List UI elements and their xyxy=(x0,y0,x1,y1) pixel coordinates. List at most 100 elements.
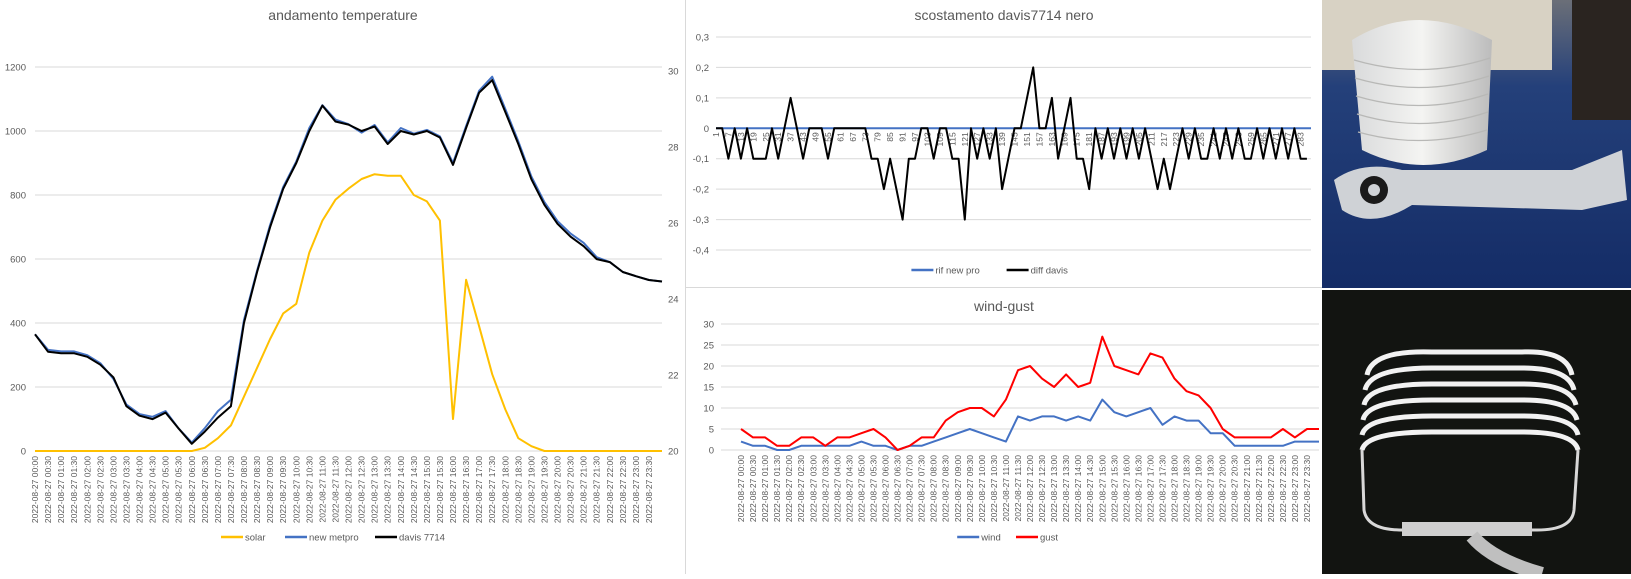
y-right-tick-label: 26 xyxy=(668,219,679,230)
x-tick-label: 2022-08-27 04:30 xyxy=(844,455,854,522)
x-tick-label: 2022-08-27 14:00 xyxy=(1073,455,1083,522)
x-tick-label: 2022-08-27 00:00 xyxy=(736,455,746,522)
x-tick-label: 2022-08-27 12:00 xyxy=(1025,455,1035,522)
x-tick-label: 187 xyxy=(1097,132,1107,146)
x-tick-label: 2022-08-27 04:00 xyxy=(832,455,842,522)
y-left-tick-label: 200 xyxy=(10,383,26,394)
x-tick-label: 2022-08-27 12:00 xyxy=(344,456,354,523)
x-tick-label: 91 xyxy=(898,132,908,142)
x-tick-label: 2022-08-27 05:00 xyxy=(161,456,171,523)
x-tick-label: 163 xyxy=(1047,132,1057,146)
x-tick-label: 2022-08-27 04:30 xyxy=(148,456,158,523)
temperature-chart-panel: andamento temperature 0 200 400 600 800 1000 12… xyxy=(0,0,685,574)
x-tick-label: 2022-08-27 12:30 xyxy=(1037,455,1047,522)
y-tick-label: 25 xyxy=(703,341,714,352)
x-tick-label: 2022-08-27 13:30 xyxy=(383,456,393,523)
x-tick-label: 2022-08-27 09:30 xyxy=(278,456,288,523)
x-tick-label: 2022-08-27 12:30 xyxy=(357,456,367,523)
series-line-new-metpro xyxy=(34,75,663,444)
deviation-chart: scostamento davis7714 nero -0,4 -0,3 -0,2 -0… xyxy=(693,7,1311,277)
x-tick-label: 2022-08-27 02:00 xyxy=(82,456,92,523)
x-tick-label: 181 xyxy=(1084,132,1094,146)
y-tick-label: -0,1 xyxy=(693,154,709,165)
x-tick-label: 43 xyxy=(798,132,808,142)
x-tick-label: 211 xyxy=(1146,132,1156,146)
x-tick-label: 2022-08-27 03:00 xyxy=(108,456,118,523)
x-tick-label: 121 xyxy=(960,132,970,146)
y-right-tick-label: 24 xyxy=(668,295,679,306)
x-tick-label: 2022-08-27 21:00 xyxy=(1242,455,1252,522)
y-tick-label: 0,2 xyxy=(696,63,709,74)
x-tick-label: 103 xyxy=(922,132,932,146)
shield-night-photo xyxy=(1322,290,1631,579)
radiation-shield-photo xyxy=(1322,0,1631,288)
x-tick-label: 2022-08-27 15:00 xyxy=(422,456,432,523)
x-tick-label: 2022-08-27 06:30 xyxy=(893,455,903,522)
x-tick-label: 97 xyxy=(910,132,920,142)
y-tick-label: 15 xyxy=(703,383,714,394)
x-tick-label: 2022-08-27 08:00 xyxy=(239,456,249,523)
x-tick-label: 85 xyxy=(885,132,895,142)
wind-gust-chart-panel: wind-gust 0 5 10 15 20 25 30 2022-08-27 00:00 202… xyxy=(685,288,1322,574)
y-left-tick-label: 0 xyxy=(21,447,26,458)
x-tick-label: 2022-08-27 07:30 xyxy=(917,455,927,522)
y-tick-label: 0 xyxy=(704,124,709,135)
y-right-tick-label: 22 xyxy=(668,371,679,382)
shield-night-photo-image xyxy=(1322,290,1631,579)
x-tick-label: 2022-08-27 23:00 xyxy=(1290,455,1300,522)
x-tick-label: 2022-08-27 23:30 xyxy=(644,456,654,523)
legend-label: new metpro xyxy=(309,533,359,544)
x-tick-label: 2022-08-27 19:00 xyxy=(1194,455,1204,522)
x-tick-label: 2022-08-27 00:00 xyxy=(30,456,40,523)
x-tick-label: 2022-08-27 08:30 xyxy=(941,455,951,522)
x-tick-label: 2022-08-27 15:30 xyxy=(435,456,445,523)
x-tick-label: 7 xyxy=(723,132,733,137)
x-tick-label: 2022-08-27 20:00 xyxy=(1218,455,1228,522)
x-tick-label: 2022-08-27 13:30 xyxy=(1061,455,1071,522)
x-tick-label: 2022-08-27 13:00 xyxy=(370,456,380,523)
x-tick-label: 139 xyxy=(997,132,1007,146)
x-tick-label: 2022-08-27 20:30 xyxy=(1230,455,1240,522)
x-tick-label: 2022-08-27 07:30 xyxy=(226,456,236,523)
x-tick-label: 127 xyxy=(972,132,982,146)
y-tick-label: -0,4 xyxy=(693,246,709,257)
x-tick-label: 2022-08-27 22:00 xyxy=(605,456,615,523)
x-tick-label: 2022-08-27 09:30 xyxy=(965,455,975,522)
x-tick-label: 79 xyxy=(873,132,883,142)
x-tick-label: 49 xyxy=(811,132,821,142)
x-tick-label: 217 xyxy=(1159,132,1169,146)
y-left-tick-label: 400 xyxy=(10,319,26,330)
x-tick-label: 2022-08-27 02:00 xyxy=(784,455,794,522)
x-tick-label: 2022-08-27 09:00 xyxy=(953,455,963,522)
x-tick-label: 2022-08-27 17:30 xyxy=(1157,455,1167,522)
x-tick-label: 145 xyxy=(1010,132,1020,146)
series-line-gust xyxy=(740,335,1319,451)
x-tick-label: 2022-08-27 10:00 xyxy=(291,456,301,523)
x-tick-label: 2022-08-27 13:00 xyxy=(1049,455,1059,522)
legend-label: diff davis xyxy=(1031,266,1069,277)
x-tick-label: 2022-08-27 06:30 xyxy=(200,456,210,523)
y-left-tick-label: 600 xyxy=(10,255,26,266)
temperature-chart: andamento temperature 0 200 400 600 800 1000 12… xyxy=(5,7,679,544)
x-tick-label: 2022-08-27 17:30 xyxy=(487,456,497,523)
x-tick-label: 157 xyxy=(1034,132,1044,146)
y-right-tick-label: 28 xyxy=(668,143,679,154)
x-tick-label: 133 xyxy=(985,132,995,146)
x-tick-label: 169 xyxy=(1059,132,1069,146)
x-tick-label: 2022-08-27 15:30 xyxy=(1109,455,1119,522)
x-tick-label: 2022-08-27 06:00 xyxy=(187,456,197,523)
x-tick-label: 19 xyxy=(748,132,758,142)
series-line-davis-7714 xyxy=(34,79,663,445)
y-tick-label: 0,1 xyxy=(696,93,709,104)
chart-title: andamento temperature xyxy=(268,7,418,23)
x-tick-label: 2022-08-27 10:30 xyxy=(989,455,999,522)
x-tick-label: 2022-08-27 03:00 xyxy=(808,455,818,522)
x-tick-label: 109 xyxy=(935,132,945,146)
y-tick-label: 5 xyxy=(709,425,714,436)
x-tick-label: 2022-08-27 23:00 xyxy=(631,456,641,523)
x-tick-label: 277 xyxy=(1283,132,1293,146)
x-tick-label: 283 xyxy=(1296,132,1306,146)
x-tick-label: 235 xyxy=(1196,132,1206,146)
x-tick-label: 2022-08-27 07:00 xyxy=(213,456,223,523)
x-tick-label: 2022-08-27 15:00 xyxy=(1097,455,1107,522)
